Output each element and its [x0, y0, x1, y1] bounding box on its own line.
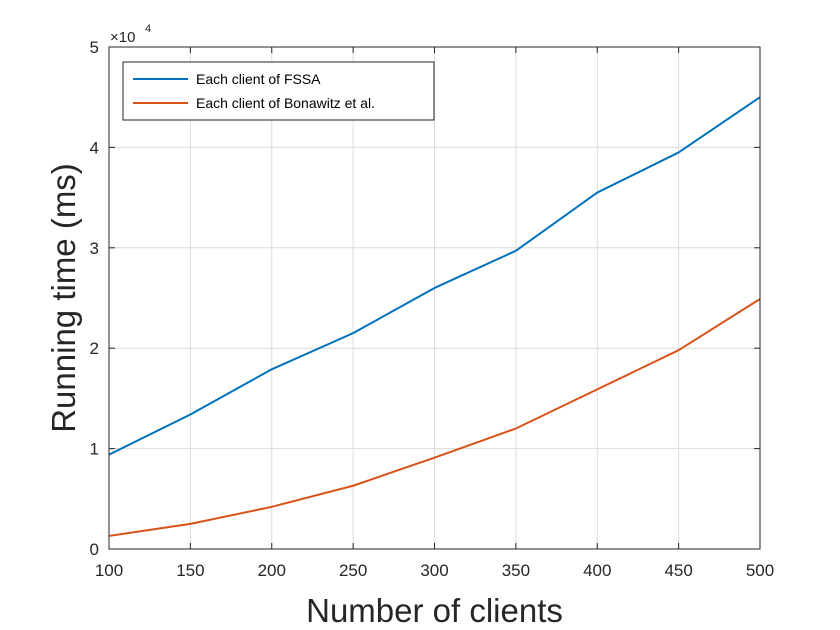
y-multiplier-base: ×10: [110, 29, 135, 46]
legend: Each client of FSSA Each client of Bonaw…: [122, 61, 435, 121]
x-tick-label: 200: [258, 561, 286, 580]
y-tick-label: 2: [90, 339, 99, 358]
x-axis-title: Number of clients: [306, 592, 563, 629]
x-tick-label: 500: [746, 561, 774, 580]
legend-label-bonawitz: Each client of Bonawitz et al.: [196, 95, 375, 111]
y-tick-label: 4: [90, 138, 99, 157]
x-tick-label: 400: [583, 561, 611, 580]
series-layer: [108, 96, 761, 537]
y-tick-label: 1: [90, 440, 99, 459]
series-line-fssa: [108, 96, 761, 456]
x-tick-label: 350: [502, 561, 530, 580]
x-tick-label: 150: [176, 561, 204, 580]
ticks: [108, 46, 761, 550]
x-tick-label: 250: [339, 561, 367, 580]
y-multiplier-exponent: 4: [145, 23, 151, 35]
legend-label-fssa: Each client of FSSA: [196, 71, 321, 87]
grid: [108, 46, 761, 550]
x-tick-label: 450: [664, 561, 692, 580]
x-tick-label: 300: [420, 561, 448, 580]
x-tick-label: 100: [95, 561, 123, 580]
y-axis-title: Running time (ms): [45, 163, 82, 433]
y-tick-label: 3: [90, 239, 99, 258]
y-tick-label: 0: [90, 540, 99, 559]
tick-labels: 100 150 200 250 300 350 400 450 500 0 1 2 3 4 5: [90, 38, 775, 580]
y-tick-label: 5: [90, 38, 99, 57]
series-line-bonawitz: [108, 298, 761, 537]
legend-box: [122, 61, 435, 121]
